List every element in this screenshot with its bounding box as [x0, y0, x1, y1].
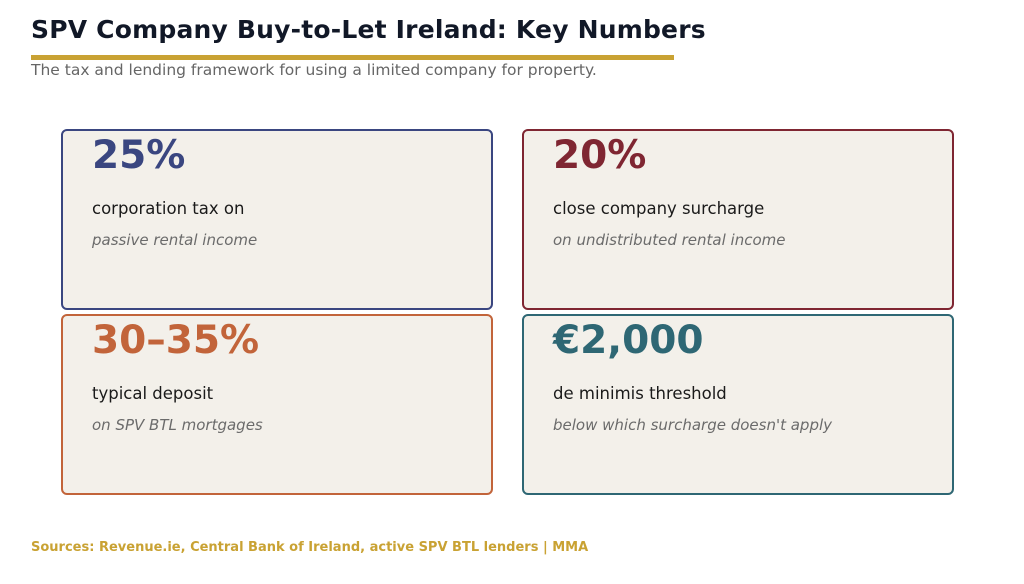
- page-title: SPV Company Buy-to-Let Ireland: Key Numb…: [31, 15, 706, 44]
- stat-sublabel: on undistributed rental income: [553, 231, 786, 249]
- stat-sublabel: on SPV BTL mortgages: [92, 416, 263, 434]
- stat-sublabel: passive rental income: [92, 231, 258, 249]
- stat-value: 20%: [553, 133, 647, 178]
- stat-card-close-company-surcharge: 20% close company surcharge on undistrib…: [522, 129, 954, 310]
- stat-value: 30–35%: [92, 318, 260, 363]
- title-underline: [31, 55, 674, 60]
- sources-footer: Sources: Revenue.ie, Central Bank of Ire…: [31, 540, 589, 555]
- stat-label: corporation tax on: [92, 199, 245, 218]
- stat-label: close company surcharge: [553, 199, 765, 218]
- page-subtitle: The tax and lending framework for using …: [31, 61, 597, 79]
- stat-value: €2,000: [553, 318, 704, 363]
- stat-sublabel: below which surcharge doesn't apply: [553, 416, 833, 434]
- stat-card-de-minimis-threshold: €2,000 de minimis threshold below which …: [522, 314, 954, 495]
- stat-label: typical deposit: [92, 384, 214, 403]
- stat-label: de minimis threshold: [553, 384, 727, 403]
- stat-value: 25%: [92, 133, 186, 178]
- stat-card-typical-deposit: 30–35% typical deposit on SPV BTL mortga…: [61, 314, 493, 495]
- stat-card-corporation-tax: 25% corporation tax on passive rental in…: [61, 129, 493, 310]
